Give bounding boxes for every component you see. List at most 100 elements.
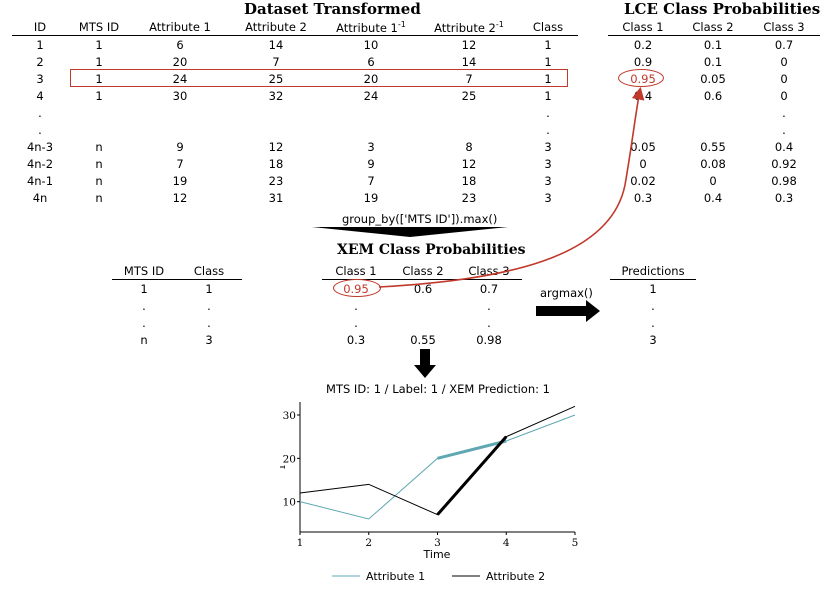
dataset-cell: 7 (272, 54, 280, 69)
dataset-cell: 25 (268, 71, 284, 86)
predictions-cell: 3 (649, 332, 657, 347)
mts-header-row: MTS ID Class (112, 263, 242, 280)
lce-row: 0.02 0 0.98 (608, 172, 820, 189)
dataset-cell: 32 (268, 88, 284, 103)
dataset-cell: 23 (461, 190, 477, 205)
dataset-cell: 30 (172, 88, 188, 103)
lce-cell: 0.4 (774, 139, 794, 154)
xem-highlight-ellipse (333, 279, 381, 297)
xem-row: .. (322, 297, 522, 314)
dataset-row: .. (12, 104, 578, 121)
predictions-cell: . (651, 298, 655, 313)
dataset-cell (420, 104, 518, 121)
dataset-cell (68, 104, 130, 121)
dataset-cell: 3 (544, 139, 552, 154)
x-axis-label: Time (423, 548, 451, 561)
dataset-cell: 12 (461, 156, 477, 171)
dataset-cell: 3 (367, 139, 375, 154)
xem-cell (390, 297, 456, 314)
dataset-cell: 6 (176, 37, 184, 52)
dataset-cell (322, 121, 420, 138)
dataset-cell: 14 (268, 37, 284, 52)
dataset-cell (68, 121, 130, 138)
dataset-cell: 1 (95, 88, 103, 103)
lce-cell: 0.7 (774, 37, 794, 52)
dataset-cell: 18 (268, 156, 284, 171)
lce-cell: 0.2 (633, 37, 653, 52)
mts-header-class: Class (176, 263, 242, 280)
groupby-arrow-icon (312, 227, 508, 237)
lce-table: Class 1 Class 2 Class 3 0.2 0.1 0.7 0.9 0.1 0… (608, 19, 820, 206)
argmax-label: argmax() (540, 286, 593, 300)
dataset-cell (322, 104, 420, 121)
dataset-cell (420, 121, 518, 138)
dataset-cell: 19 (172, 173, 188, 188)
dataset-row: 3 1 24 25 20 7 1 (12, 70, 578, 87)
lce-cell: 0 (780, 88, 788, 103)
xem-header-class-1: Class 1 (322, 263, 390, 280)
y-axis-label: 1 (280, 464, 288, 471)
dataset-title: Dataset Transformed (244, 0, 421, 18)
lce-row: 0.9 0.1 0 (608, 53, 820, 70)
dataset-cell: . (546, 105, 550, 120)
mts_table-cell: . (142, 298, 146, 313)
xem-cell: . (487, 298, 491, 313)
header-attribute-2: Attribute 2 (230, 19, 322, 36)
dataset-cell: 4n-3 (26, 139, 54, 154)
lce-cell (608, 121, 678, 138)
down-arrow-icon (414, 349, 436, 378)
mts_table-row: .. (112, 314, 242, 331)
dataset-cell: 4n-2 (26, 156, 54, 171)
dataset-cell: 18 (461, 173, 477, 188)
lce-cell: 0.02 (630, 173, 656, 188)
dataset-cell: 9 (367, 156, 375, 171)
xem-row: 0.3 0.55 0.98 (322, 331, 522, 348)
header-attribute-2-inverse: Attribute 2-1 (420, 19, 518, 36)
dataset-cell: 25 (461, 88, 477, 103)
dataset-row: .. (12, 121, 578, 138)
dataset-cell: 4n (32, 190, 48, 205)
dataset-row: 4n-1 n 19 23 7 18 3 (12, 172, 578, 189)
xem-cell: . (354, 315, 358, 330)
lce-cell: 0.4 (703, 190, 723, 205)
mts-header-mts-id: MTS ID (112, 263, 176, 280)
x-tick-label: 3 (434, 537, 441, 549)
y-tick-label: 30 (283, 410, 296, 422)
dataset-row: 4n-2 n 7 18 9 12 3 (12, 155, 578, 172)
lce-cell: 0.9 (633, 54, 653, 69)
dataset-cell: 20 (363, 71, 379, 86)
lce-cell: 0.92 (771, 156, 797, 171)
dataset-cell: 1 (95, 37, 103, 52)
lce-row: . (608, 104, 820, 121)
lce-cell: 0 (639, 156, 647, 171)
dataset-cell: 1 (544, 88, 552, 103)
chart-title: MTS ID: 1 / Label: 1 / XEM Prediction: 1 (326, 382, 550, 396)
lce-header-class-1: Class 1 (608, 19, 678, 36)
dataset-cell: 23 (268, 173, 284, 188)
mts_table-cell: 1 (140, 281, 148, 296)
xem-cell: 0.98 (476, 332, 502, 347)
lce-title: LCE Class Probabilities (624, 0, 821, 18)
predictions-table: Predictions 1.. 3 (610, 263, 696, 348)
predictions-row: . (610, 297, 696, 314)
dataset-cell (130, 121, 230, 138)
lce-cell: 0.05 (630, 139, 656, 154)
dataset-cell: 3 (544, 190, 552, 205)
lce-row: 0.4 0.6 0 (608, 87, 820, 104)
xem-cell: . (354, 298, 358, 313)
dataset-cell: 6 (367, 54, 375, 69)
xem-title: XEM Class Probabilities (337, 242, 526, 258)
dataset-cell (230, 121, 322, 138)
series-line-2 (299, 405, 576, 516)
highlighted-segment (437, 439, 507, 460)
xem-header-row: Class 1 Class 2 Class 3 (322, 263, 522, 280)
x-tick-label: 5 (572, 537, 579, 549)
dataset-cell: 31 (268, 190, 284, 205)
header-id: ID (12, 19, 68, 36)
lce-cell: 0 (709, 173, 717, 188)
xem-cell: 0.55 (410, 332, 436, 347)
dataset-cell: . (38, 122, 42, 137)
mts_table-cell: 3 (205, 332, 213, 347)
